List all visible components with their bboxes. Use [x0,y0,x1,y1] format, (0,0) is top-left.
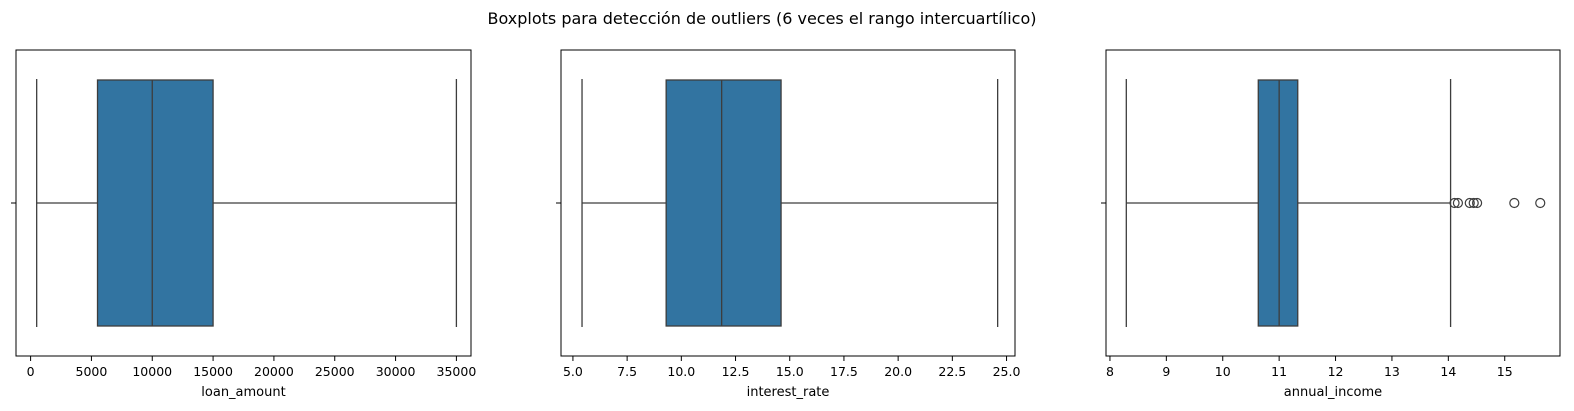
x-tick-label: 10.0 [667,364,695,379]
panel-annual_income: 8 9 10 11 12 13 14 15 annual_income [1101,49,1561,400]
outlier-point [1509,197,1520,209]
x-tick-label: 9 [1162,364,1170,379]
outlier-point [1468,197,1479,209]
x-tick-label: 10 [1215,364,1231,379]
figure-title: Boxplots para detección de outliers (6 v… [488,9,1037,28]
x-tick-label: 10000 [132,364,172,379]
outlier-point [1452,197,1464,209]
x-tick-label: 22.5 [938,364,966,379]
x-tick-label: 30000 [376,364,416,379]
x-tick-label: 15 [1497,364,1513,379]
x-tick-label: 20.0 [884,364,912,379]
x-tick-label: 7.5 [617,364,637,379]
x-axis-label: annual_income [1284,385,1382,400]
x-tick-label: 12.5 [722,364,750,379]
outlier-point [1449,197,1460,209]
x-tick-label: 5000 [76,364,108,379]
x-tick-label: 11 [1271,364,1287,379]
panel-interest_rate: 5.0 7.5 10.0 12.5 15.0 17.5 20.0 22.5 25.0 intere… [556,49,1021,400]
x-tick-label: 8 [1106,364,1114,379]
x-tick-label: 17.5 [830,364,858,379]
box-iqr [96,79,214,327]
box-iqr [665,79,782,327]
boxplot-panels: 0 5000 10000 15000 20000 25000 30000 35000 loan_… [11,49,1561,400]
outlier-point [1464,197,1475,209]
x-tick-label: 12 [1328,364,1344,379]
x-tick-label: 13 [1384,364,1400,379]
panel-loan_amount: 0 5000 10000 15000 20000 25000 30000 35000 loan_… [11,49,477,400]
x-tick-label: 15000 [193,364,233,379]
x-axis-label: loan_amount [201,385,285,400]
x-tick-label: 25.0 [993,364,1021,379]
x-tick-label: 0 [27,364,35,379]
x-axis-label: interest_rate [747,385,830,400]
x-tick-label: 15.0 [776,364,804,379]
x-tick-label: 35000 [437,364,477,379]
outlier-point [1471,197,1483,209]
box-iqr [1257,79,1299,327]
x-tick-label: 20000 [254,364,294,379]
outlier-point [1535,197,1546,209]
x-tick-label: 14 [1440,364,1456,379]
x-tick-label: 25000 [315,364,355,379]
x-tick-label: 5.0 [563,364,583,379]
